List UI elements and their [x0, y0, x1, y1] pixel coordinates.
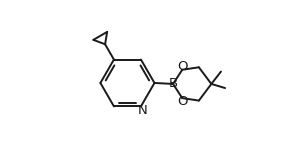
Text: N: N: [138, 104, 147, 117]
Text: O: O: [177, 95, 187, 108]
Text: B: B: [168, 77, 178, 90]
Text: O: O: [177, 60, 187, 73]
